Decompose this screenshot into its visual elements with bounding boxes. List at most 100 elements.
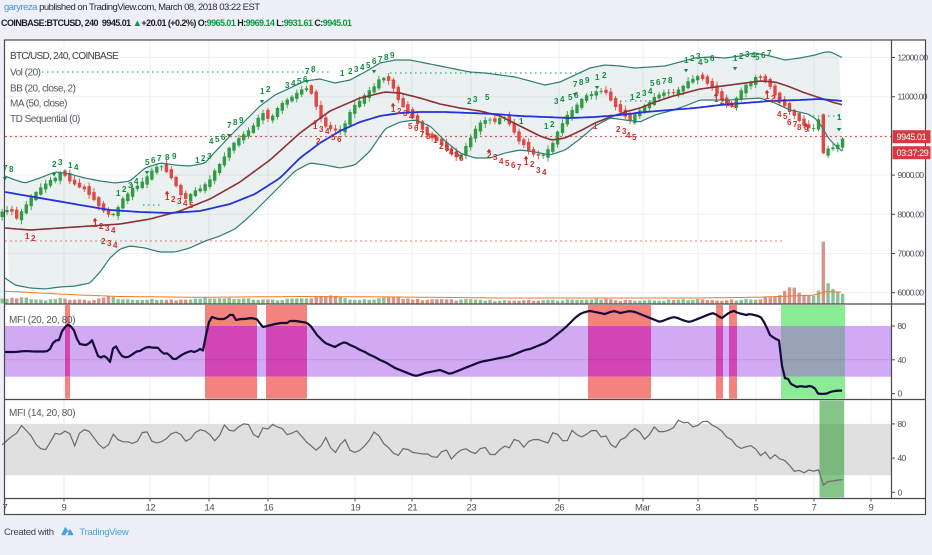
svg-text:7: 7 bbox=[793, 120, 798, 129]
svg-text:5: 5 bbox=[704, 56, 709, 65]
svg-text:1: 1 bbox=[519, 117, 524, 126]
svg-text:3: 3 bbox=[105, 224, 110, 233]
svg-text:3: 3 bbox=[696, 503, 701, 514]
svg-text:80: 80 bbox=[898, 419, 907, 429]
svg-text:5: 5 bbox=[632, 133, 637, 142]
svg-text:4: 4 bbox=[648, 87, 653, 96]
svg-text:40: 40 bbox=[898, 355, 907, 365]
svg-text:5: 5 bbox=[331, 133, 336, 142]
svg-text:8: 8 bbox=[165, 153, 170, 162]
svg-text:03:37:29: 03:37:29 bbox=[897, 148, 929, 158]
svg-text:9: 9 bbox=[239, 116, 244, 125]
svg-text:6: 6 bbox=[303, 75, 308, 84]
svg-text:2: 2 bbox=[122, 185, 127, 194]
svg-text:5: 5 bbox=[189, 201, 194, 210]
svg-text:7: 7 bbox=[378, 55, 383, 64]
svg-text:4: 4 bbox=[134, 177, 139, 186]
svg-text:2: 2 bbox=[530, 160, 535, 169]
svg-text:1: 1 bbox=[630, 93, 635, 102]
svg-text:1: 1 bbox=[260, 87, 265, 96]
svg-text:2: 2 bbox=[616, 125, 621, 134]
svg-text:2: 2 bbox=[397, 107, 402, 116]
svg-text:1: 1 bbox=[116, 189, 121, 198]
svg-text:2: 2 bbox=[266, 85, 271, 94]
svg-text:19: 19 bbox=[351, 503, 361, 514]
svg-text:2: 2 bbox=[602, 71, 607, 80]
svg-text:2: 2 bbox=[201, 154, 206, 163]
svg-text:7: 7 bbox=[227, 121, 232, 130]
svg-text:6: 6 bbox=[459, 154, 464, 163]
svg-text:4: 4 bbox=[74, 163, 79, 172]
svg-text:1: 1 bbox=[714, 95, 719, 104]
svg-text:4: 4 bbox=[698, 58, 703, 67]
svg-text:2: 2 bbox=[99, 222, 104, 231]
svg-text:7: 7 bbox=[767, 49, 772, 58]
svg-text:2: 2 bbox=[720, 97, 725, 106]
svg-text:BB (20, close, 2): BB (20, close, 2) bbox=[10, 84, 76, 95]
svg-text:8: 8 bbox=[384, 53, 389, 62]
svg-text:8: 8 bbox=[579, 78, 584, 87]
svg-text:5: 5 bbox=[366, 61, 371, 70]
svg-text:3: 3 bbox=[622, 127, 627, 136]
svg-text:MFI (20, 20, 80): MFI (20, 20, 80) bbox=[9, 315, 75, 326]
svg-text:1: 1 bbox=[837, 113, 842, 122]
svg-text:0: 0 bbox=[898, 389, 903, 399]
svg-text:2: 2 bbox=[487, 151, 492, 160]
svg-text:7: 7 bbox=[662, 77, 667, 86]
svg-text:1: 1 bbox=[165, 193, 170, 202]
svg-text:23: 23 bbox=[467, 503, 477, 514]
svg-text:1: 1 bbox=[391, 105, 396, 114]
svg-text:4: 4 bbox=[751, 51, 756, 60]
svg-text:6000.00: 6000.00 bbox=[898, 288, 925, 298]
svg-text:3: 3 bbox=[403, 109, 408, 118]
svg-text:3: 3 bbox=[207, 152, 212, 161]
svg-text:80: 80 bbox=[898, 321, 907, 331]
svg-text:3: 3 bbox=[536, 166, 541, 175]
svg-text:2: 2 bbox=[31, 234, 36, 243]
svg-text:14: 14 bbox=[205, 503, 215, 514]
svg-text:1: 1 bbox=[593, 122, 598, 131]
svg-text:5: 5 bbox=[568, 93, 573, 102]
svg-text:4: 4 bbox=[499, 157, 504, 166]
svg-text:2: 2 bbox=[550, 120, 555, 129]
svg-text:4: 4 bbox=[542, 168, 547, 177]
svg-text:4: 4 bbox=[360, 63, 365, 72]
svg-text:5: 5 bbox=[650, 79, 655, 88]
svg-text:6: 6 bbox=[337, 135, 342, 144]
svg-text:4: 4 bbox=[291, 79, 296, 88]
svg-text:8: 8 bbox=[668, 76, 673, 85]
svg-text:8: 8 bbox=[426, 132, 431, 141]
svg-text:4: 4 bbox=[732, 101, 737, 110]
svg-text:3: 3 bbox=[445, 144, 450, 153]
svg-text:6: 6 bbox=[787, 118, 792, 127]
svg-text:4: 4 bbox=[183, 199, 188, 208]
svg-text:2: 2 bbox=[690, 54, 695, 63]
svg-text:3: 3 bbox=[177, 197, 182, 206]
svg-text:12: 12 bbox=[146, 503, 156, 514]
svg-text:1: 1 bbox=[544, 122, 549, 131]
svg-text:2: 2 bbox=[467, 97, 472, 106]
svg-text:1: 1 bbox=[68, 161, 73, 170]
svg-text:3: 3 bbox=[696, 52, 701, 61]
svg-text:MA (50, close): MA (50, close) bbox=[10, 99, 67, 110]
svg-text:1: 1 bbox=[340, 69, 345, 78]
svg-text:5: 5 bbox=[145, 158, 150, 167]
svg-text:6: 6 bbox=[761, 51, 766, 60]
svg-text:BTC/USD, 240, COINBASE: BTC/USD, 240, COINBASE bbox=[10, 51, 119, 62]
svg-text:1: 1 bbox=[595, 73, 600, 82]
svg-text:7: 7 bbox=[517, 163, 522, 172]
svg-text:9: 9 bbox=[869, 503, 874, 514]
svg-text:7: 7 bbox=[157, 154, 162, 163]
svg-text:9945.01: 9945.01 bbox=[897, 132, 927, 142]
svg-text:7: 7 bbox=[3, 503, 8, 514]
svg-text:2: 2 bbox=[636, 91, 641, 100]
svg-text:6: 6 bbox=[151, 156, 156, 165]
svg-text:5: 5 bbox=[455, 150, 460, 159]
svg-text:1: 1 bbox=[25, 232, 30, 241]
svg-text:9: 9 bbox=[390, 51, 395, 60]
svg-text:3: 3 bbox=[777, 96, 782, 105]
svg-text:7000.00: 7000.00 bbox=[898, 249, 925, 259]
svg-text:1: 1 bbox=[195, 156, 200, 165]
svg-text:8: 8 bbox=[797, 123, 802, 132]
svg-text:7: 7 bbox=[420, 130, 425, 139]
